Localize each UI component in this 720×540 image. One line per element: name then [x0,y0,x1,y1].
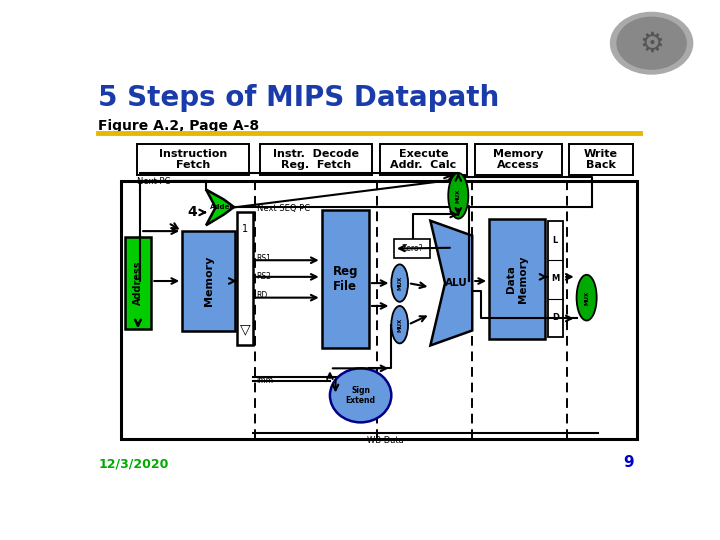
Text: Figure A.2, Page A-8: Figure A.2, Page A-8 [99,119,259,133]
Text: 1: 1 [242,224,248,234]
Text: Sign
Extend: Sign Extend [346,386,376,405]
FancyBboxPatch shape [322,210,369,348]
FancyBboxPatch shape [489,219,545,339]
Text: 9: 9 [624,455,634,470]
Text: MUX: MUX [456,188,461,203]
FancyBboxPatch shape [380,144,467,175]
Text: Imm: Imm [256,376,274,386]
FancyBboxPatch shape [260,144,372,175]
Ellipse shape [577,275,597,321]
FancyBboxPatch shape [182,231,235,331]
Text: MUX: MUX [397,318,402,332]
Ellipse shape [392,306,408,343]
Text: Memory
Access: Memory Access [493,148,544,170]
Text: D: D [552,313,559,322]
Text: Adder: Adder [210,205,234,211]
Text: Next PC: Next PC [138,177,171,186]
Polygon shape [206,190,234,225]
Ellipse shape [392,265,408,302]
Text: Address: Address [133,261,143,305]
FancyBboxPatch shape [125,238,151,329]
Text: Instr.  Decode
Reg.  Fetch: Instr. Decode Reg. Fetch [273,148,359,170]
Ellipse shape [330,368,392,422]
FancyBboxPatch shape [394,239,431,258]
Text: WB Data: WB Data [367,436,404,445]
FancyBboxPatch shape [121,181,637,439]
Text: MUX: MUX [584,291,589,305]
Text: Execute
Addr.  Calc: Execute Addr. Calc [390,148,456,170]
Text: M: M [552,274,559,284]
Text: L: L [553,236,558,245]
Text: Memory: Memory [204,256,214,306]
Circle shape [617,17,686,69]
FancyBboxPatch shape [237,212,253,346]
Polygon shape [431,221,472,346]
Text: Write
Back: Write Back [584,148,618,170]
Text: Next SEQ PC: Next SEQ PC [258,204,310,213]
Text: 4: 4 [187,205,197,219]
FancyBboxPatch shape [547,221,563,337]
FancyBboxPatch shape [475,144,562,175]
Text: ALU: ALU [445,278,468,288]
Text: MUX: MUX [397,276,402,290]
Text: Reg
File: Reg File [333,265,358,293]
Text: ▽: ▽ [240,322,251,336]
Text: Zero?: Zero? [402,244,423,253]
Text: Instruction
Fetch: Instruction Fetch [159,148,228,170]
Circle shape [611,12,693,74]
Text: RD: RD [256,292,268,300]
FancyBboxPatch shape [138,144,249,175]
Text: 12/3/2020: 12/3/2020 [99,457,168,470]
FancyBboxPatch shape [569,144,633,175]
Text: Data
Memory: Data Memory [506,255,528,303]
Ellipse shape [449,173,468,219]
Text: 5 Steps of MIPS Datapath: 5 Steps of MIPS Datapath [99,84,500,112]
Text: ⚙: ⚙ [639,29,664,57]
Text: RS2: RS2 [256,272,271,281]
Text: RS1: RS1 [256,254,271,262]
